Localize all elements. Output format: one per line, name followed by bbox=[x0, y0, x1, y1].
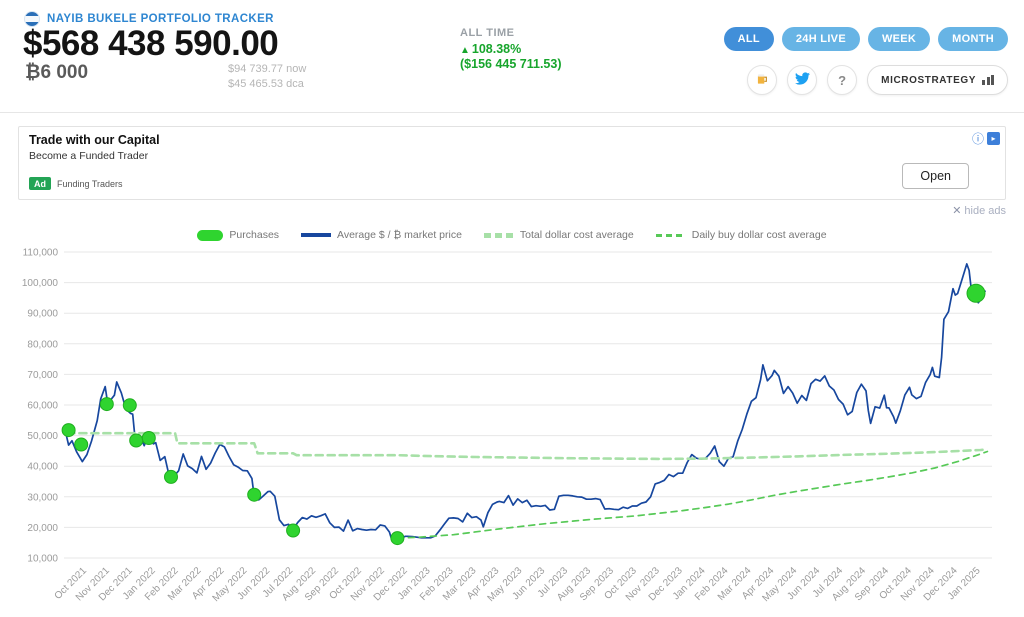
el-salvador-flag-icon bbox=[24, 11, 40, 27]
y-axis-label: 50,000 bbox=[27, 431, 58, 442]
y-axis-label: 10,000 bbox=[27, 554, 58, 565]
daily-dca-swatch-icon bbox=[655, 233, 686, 237]
ad-badge: Ad bbox=[29, 177, 51, 190]
legend-item-total-dca[interactable]: Total dollar cost average bbox=[483, 229, 634, 241]
brand[interactable]: NAYIB BUKELE PORTFOLIO TRACKER bbox=[24, 11, 274, 27]
purchase-dot[interactable] bbox=[286, 523, 301, 538]
range-button-all[interactable]: ALL bbox=[723, 27, 774, 51]
legend-item-market-price[interactable]: Average $ / ₿ market price bbox=[301, 229, 462, 241]
purchase-dot[interactable] bbox=[129, 433, 144, 448]
price-now: $94 739.77 now bbox=[228, 63, 307, 75]
legend-label: Total dollar cost average bbox=[519, 229, 634, 241]
close-icon: ✕ bbox=[952, 205, 962, 217]
portfolio-total-value: $568 438 590.00 bbox=[23, 24, 279, 63]
up-arrow-icon: ▲ bbox=[460, 45, 470, 56]
ad-attribution: Ad Funding Traders bbox=[29, 177, 123, 190]
y-axis-label: 100,000 bbox=[22, 278, 59, 289]
series-average-market-price bbox=[64, 263, 986, 541]
ad-title: Trade with our Capital bbox=[29, 133, 160, 147]
hide-ads-button[interactable]: ✕ hide ads bbox=[952, 205, 1006, 217]
purchase-dot[interactable] bbox=[390, 531, 405, 546]
info-icon[interactable]: ⓘ bbox=[971, 132, 984, 146]
series-daily-buy-dollar-cost-average bbox=[396, 450, 989, 539]
ad-advertiser: Funding Traders bbox=[57, 178, 123, 189]
y-axis-label: 30,000 bbox=[27, 492, 58, 503]
legend-item-daily-dca[interactable]: Daily buy dollar cost average bbox=[655, 229, 827, 241]
adchoices-icon[interactable]: ▸ bbox=[987, 132, 1000, 145]
price-chart: 10,000 20,000 30,000 40,000 50,000 60,000 70,0… bbox=[22, 248, 992, 604]
legend-item-purchases[interactable]: Purchases bbox=[197, 229, 279, 241]
header: NAYIB BUKELE PORTFOLIO TRACKER $568 438 … bbox=[0, 0, 1024, 112]
purchase-dot[interactable] bbox=[61, 423, 76, 438]
purchase-dot[interactable] bbox=[247, 487, 262, 502]
range-selector: ALL 24H LIVE WEEK MONTH bbox=[723, 27, 1008, 51]
microstrategy-label: MICROSTRATEGY bbox=[881, 74, 976, 86]
purchase-dot[interactable] bbox=[122, 398, 137, 413]
purchase-dot[interactable] bbox=[164, 469, 178, 484]
twitter-button[interactable] bbox=[787, 65, 818, 95]
header-divider bbox=[0, 112, 1024, 113]
y-axis-label: 110,000 bbox=[23, 248, 59, 259]
range-button-month[interactable]: MONTH bbox=[938, 27, 1008, 51]
twitter-icon bbox=[794, 71, 810, 89]
btc-holdings: ₿6 000 bbox=[25, 62, 89, 83]
y-axis-label: 90,000 bbox=[27, 309, 58, 320]
purchase-dot[interactable] bbox=[141, 431, 156, 445]
donate-beer-button[interactable] bbox=[747, 65, 778, 95]
purchase-dot[interactable] bbox=[99, 397, 114, 412]
legend-label: Average $ / ₿ market price bbox=[337, 229, 462, 241]
total-dca-swatch-icon bbox=[483, 232, 514, 238]
y-axis-label: 60,000 bbox=[27, 401, 58, 412]
purchase-dot[interactable] bbox=[74, 437, 89, 452]
price-dca: $45 465.53 dca bbox=[228, 78, 304, 90]
beer-icon bbox=[755, 72, 769, 89]
y-axis-label: 70,000 bbox=[27, 370, 58, 381]
header-action-row: ? MICROSTRATEGY bbox=[747, 65, 1008, 95]
ad-banner[interactable]: Trade with our Capital Become a Funded T… bbox=[18, 126, 1006, 200]
range-button-week[interactable]: WEEK bbox=[867, 27, 931, 51]
all-time-percent: ▲ 108.38% bbox=[460, 42, 522, 56]
range-button-24h-live[interactable]: 24H LIVE bbox=[781, 27, 860, 51]
market-price-swatch-icon bbox=[301, 233, 332, 237]
ad-corner-icons: ⓘ ▸ bbox=[972, 130, 1000, 147]
all-time-label: ALL TIME bbox=[460, 27, 515, 39]
ad-subtitle: Become a Funded Trader bbox=[29, 150, 149, 162]
microstrategy-button[interactable]: MICROSTRATEGY bbox=[867, 65, 1008, 95]
purchases-swatch-icon bbox=[197, 229, 224, 241]
microstrategy-logo-icon bbox=[982, 75, 994, 85]
y-axis-label: 80,000 bbox=[27, 339, 58, 350]
chart-legend: Purchases Average $ / ₿ market price Tot… bbox=[18, 226, 1006, 244]
all-time-absolute: ($156 445 711.53) bbox=[460, 57, 562, 71]
chart-section: Purchases Average $ / ₿ market price Tot… bbox=[18, 226, 1006, 617]
ad-open-button[interactable]: Open bbox=[902, 163, 969, 189]
help-button[interactable]: ? bbox=[827, 65, 858, 95]
app-title: NAYIB BUKELE PORTFOLIO TRACKER bbox=[47, 13, 274, 25]
purchase-dot[interactable] bbox=[966, 283, 986, 303]
legend-label: Purchases bbox=[229, 229, 280, 241]
series-total-dollar-cost-average bbox=[66, 431, 989, 461]
y-axis-label: 20,000 bbox=[27, 523, 58, 534]
legend-label: Daily buy dollar cost average bbox=[691, 229, 827, 241]
y-axis-label: 40,000 bbox=[27, 462, 58, 473]
